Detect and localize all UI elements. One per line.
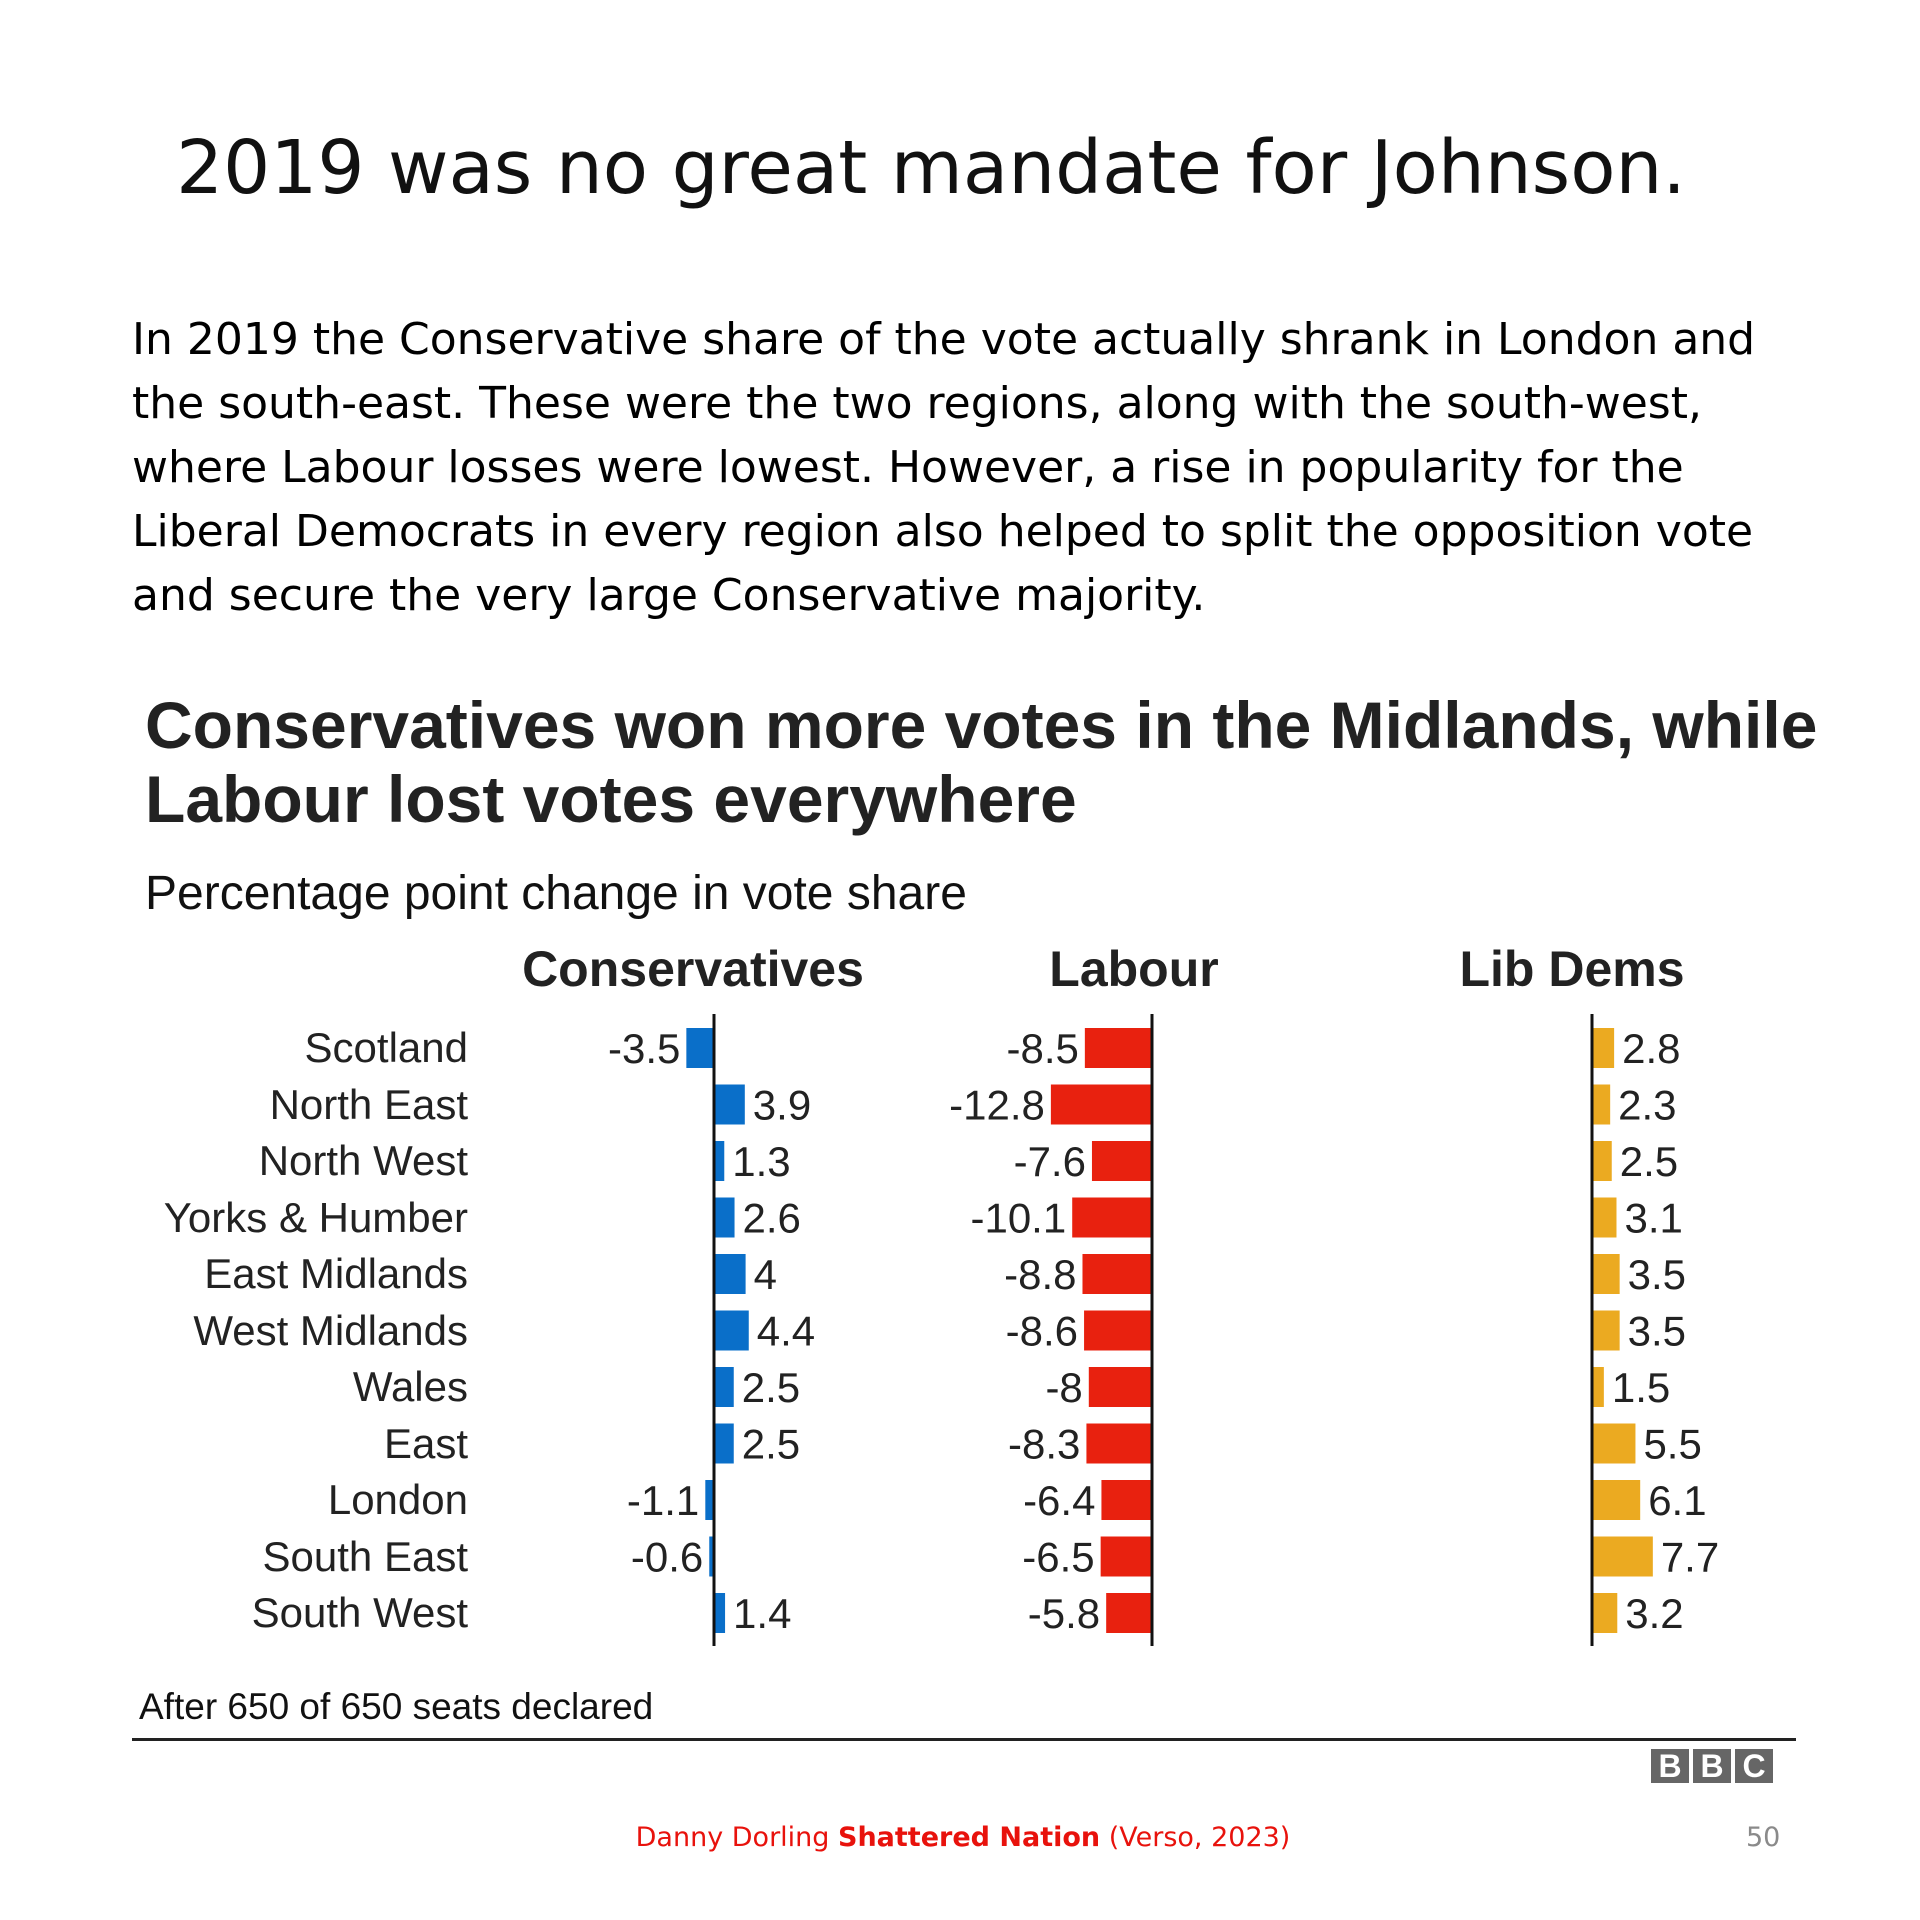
bar bbox=[705, 1480, 714, 1520]
data-label: 3.9 bbox=[753, 1082, 811, 1129]
bar bbox=[1100, 1536, 1152, 1577]
data-label: 5.5 bbox=[1643, 1421, 1701, 1468]
bar bbox=[714, 1197, 735, 1238]
row-label: North East bbox=[269, 1080, 468, 1128]
bar bbox=[714, 1423, 734, 1464]
chart-footnote: After 650 of 650 seats declared bbox=[139, 1686, 654, 1727]
bar bbox=[1592, 1310, 1620, 1351]
data-label: 2.5 bbox=[742, 1421, 800, 1468]
row-label: South West bbox=[251, 1589, 468, 1636]
data-label: -8.5 bbox=[1006, 1025, 1078, 1072]
data-label: -8.3 bbox=[1008, 1421, 1080, 1468]
bar bbox=[1592, 1593, 1618, 1633]
bar bbox=[714, 1141, 725, 1181]
data-label: 6.1 bbox=[1648, 1477, 1706, 1524]
row-label: Wales bbox=[352, 1363, 468, 1410]
data-label: -6.5 bbox=[1022, 1534, 1094, 1581]
logo-letter: B bbox=[1693, 1749, 1731, 1783]
data-label: -6.4 bbox=[1023, 1477, 1095, 1524]
data-label: 3.5 bbox=[1628, 1308, 1686, 1355]
data-label: -7.6 bbox=[1014, 1138, 1086, 1185]
data-label: 4.4 bbox=[757, 1308, 815, 1355]
slide-title: 2019 was no great mandate for Johnson. bbox=[176, 125, 1686, 211]
bar bbox=[1592, 1254, 1620, 1294]
bar bbox=[686, 1028, 714, 1068]
row-label: London bbox=[327, 1476, 468, 1523]
divider-line bbox=[132, 1738, 1796, 1741]
bar bbox=[1091, 1141, 1152, 1181]
logo-letter: C bbox=[1735, 1749, 1773, 1783]
data-label: 2.6 bbox=[743, 1195, 801, 1242]
bar bbox=[714, 1254, 746, 1294]
data-label: 2.8 bbox=[1622, 1025, 1680, 1072]
bar bbox=[1086, 1423, 1152, 1464]
bar bbox=[714, 1310, 749, 1351]
data-label: -5.8 bbox=[1028, 1590, 1100, 1637]
data-label: -3.5 bbox=[608, 1025, 680, 1072]
chart-title: Conservatives won more votes in the Midl… bbox=[145, 688, 1818, 836]
data-label: -0.6 bbox=[631, 1534, 703, 1581]
data-label: 1.3 bbox=[732, 1138, 790, 1185]
data-label: 4 bbox=[754, 1251, 777, 1298]
data-label: -8 bbox=[1045, 1364, 1082, 1411]
column-header-labour: Labour bbox=[1049, 941, 1219, 997]
citation-author: Danny Dorling bbox=[635, 1822, 839, 1853]
bar bbox=[714, 1367, 734, 1407]
logo-letter: B bbox=[1651, 1749, 1689, 1783]
row-label: North West bbox=[258, 1137, 468, 1184]
data-label: 2.5 bbox=[1620, 1138, 1678, 1185]
bar bbox=[1088, 1367, 1152, 1407]
column-header-conservatives: Conservatives bbox=[522, 941, 864, 997]
bar bbox=[1592, 1367, 1604, 1407]
bar bbox=[714, 1084, 745, 1125]
data-label: 1.5 bbox=[1612, 1364, 1670, 1411]
citation-book-title: Shattered Nation bbox=[838, 1822, 1101, 1853]
slide-paragraph: In 2019 the Conservative share of the vo… bbox=[132, 314, 1756, 621]
bar bbox=[714, 1593, 726, 1633]
bar bbox=[1592, 1197, 1617, 1238]
data-label: 3.2 bbox=[1625, 1590, 1683, 1637]
bar bbox=[709, 1536, 714, 1577]
chart-subtitle: Percentage point change in vote share bbox=[145, 867, 967, 920]
bbc-logo: B B C bbox=[1651, 1749, 1773, 1783]
data-label: 3.5 bbox=[1628, 1251, 1686, 1298]
row-label: South East bbox=[262, 1532, 468, 1580]
row-label: Yorks & Humber bbox=[163, 1193, 468, 1241]
row-label: East bbox=[383, 1419, 468, 1467]
bar bbox=[1592, 1028, 1615, 1068]
bar bbox=[1072, 1197, 1152, 1238]
page-number: 50 bbox=[1746, 1822, 1781, 1853]
column-header-lib-dems: Lib Dems bbox=[1459, 941, 1685, 997]
data-label: -12.8 bbox=[949, 1082, 1045, 1129]
bar bbox=[1592, 1536, 1653, 1577]
bar bbox=[1592, 1141, 1612, 1181]
data-label: 1.4 bbox=[733, 1590, 791, 1637]
row-label: East Midlands bbox=[204, 1250, 468, 1297]
data-label: -1.1 bbox=[627, 1477, 699, 1524]
data-label: 3.1 bbox=[1624, 1195, 1682, 1242]
data-label: 2.5 bbox=[742, 1364, 800, 1411]
data-label: 2.3 bbox=[1618, 1082, 1676, 1129]
row-label: Scotland bbox=[304, 1024, 468, 1071]
citation: Danny Dorling Shattered Nation (Verso, 2… bbox=[0, 1822, 1920, 1853]
data-label: -8.6 bbox=[1006, 1308, 1078, 1355]
data-label: 7.7 bbox=[1661, 1534, 1719, 1581]
data-label: -10.1 bbox=[970, 1195, 1066, 1242]
bar bbox=[1084, 1310, 1152, 1351]
bar bbox=[1050, 1084, 1152, 1125]
data-label: -8.8 bbox=[1004, 1251, 1076, 1298]
row-label: West Midlands bbox=[193, 1306, 468, 1354]
bar bbox=[1592, 1423, 1636, 1464]
bar bbox=[1592, 1480, 1641, 1520]
bar bbox=[1106, 1593, 1152, 1633]
bar bbox=[1592, 1084, 1611, 1125]
bar bbox=[1082, 1254, 1152, 1294]
citation-publisher: (Verso, 2023) bbox=[1100, 1822, 1291, 1853]
bar bbox=[1084, 1028, 1152, 1068]
bar bbox=[1101, 1480, 1152, 1520]
